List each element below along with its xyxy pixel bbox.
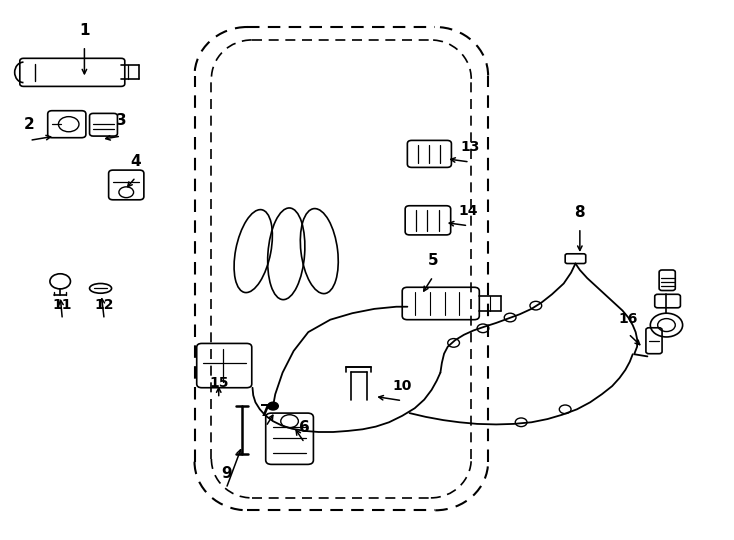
Text: 14: 14 bbox=[459, 204, 478, 218]
Text: 11: 11 bbox=[53, 298, 72, 312]
Text: 16: 16 bbox=[619, 312, 638, 326]
Text: 1: 1 bbox=[79, 23, 90, 38]
Text: 15: 15 bbox=[209, 376, 228, 390]
Circle shape bbox=[268, 402, 278, 410]
Text: 10: 10 bbox=[393, 379, 412, 393]
Text: 5: 5 bbox=[428, 253, 438, 268]
Text: 3: 3 bbox=[116, 113, 126, 128]
Text: 4: 4 bbox=[131, 154, 141, 169]
Text: 2: 2 bbox=[24, 117, 34, 132]
Text: 9: 9 bbox=[221, 465, 231, 481]
Text: 7: 7 bbox=[261, 403, 271, 418]
Text: 12: 12 bbox=[95, 298, 114, 312]
Text: 13: 13 bbox=[460, 140, 479, 154]
Text: 8: 8 bbox=[575, 205, 585, 220]
Text: 6: 6 bbox=[299, 420, 310, 435]
